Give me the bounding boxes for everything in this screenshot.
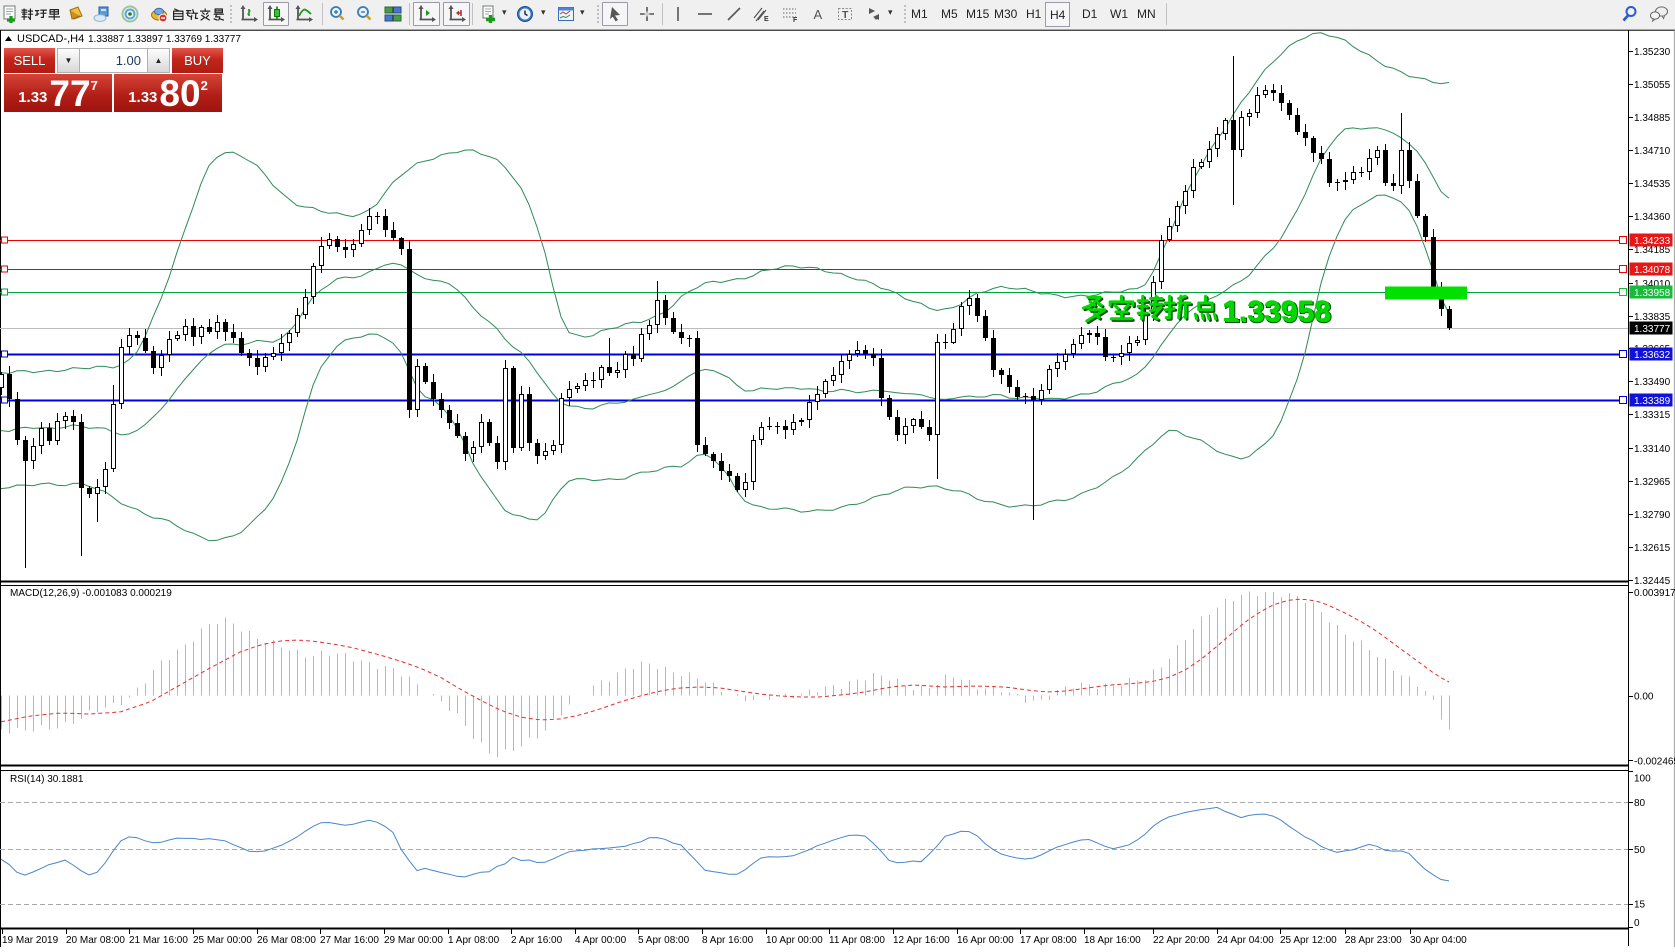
svg-text:15: 15 xyxy=(1634,900,1646,911)
svg-text:28 Apr 23:00: 28 Apr 23:00 xyxy=(1345,935,1402,946)
svg-text:50: 50 xyxy=(1634,845,1646,856)
svg-text:A: A xyxy=(814,7,823,22)
svg-text:27 Mar 16:00: 27 Mar 16:00 xyxy=(320,935,379,946)
svg-text:E: E xyxy=(764,16,769,23)
svg-text:25 Apr 12:00: 25 Apr 12:00 xyxy=(1280,935,1337,946)
svg-text:30 Apr 04:00: 30 Apr 04:00 xyxy=(1410,935,1467,946)
svg-text:1.32965: 1.32965 xyxy=(1634,477,1671,488)
svg-text:1.33958: 1.33958 xyxy=(1634,288,1671,299)
svg-text:RSI(14) 30.1881: RSI(14) 30.1881 xyxy=(10,774,84,785)
svg-text:4 Apr 00:00: 4 Apr 00:00 xyxy=(575,935,627,946)
svg-text:80: 80 xyxy=(1634,798,1646,809)
svg-text:1.33315: 1.33315 xyxy=(1634,410,1671,421)
svg-text:1.33140: 1.33140 xyxy=(1634,444,1671,455)
svg-text:5 Apr 08:00: 5 Apr 08:00 xyxy=(638,935,690,946)
svg-text:1.33887 1.33897 1.33769 1.3377: 1.33887 1.33897 1.33769 1.33777 xyxy=(88,34,241,45)
svg-text:0.00: 0.00 xyxy=(1634,692,1654,703)
svg-text:1.34535: 1.34535 xyxy=(1634,179,1671,190)
svg-text:USDCAD-,H4: USDCAD-,H4 xyxy=(17,33,84,45)
svg-text:26 Mar 08:00: 26 Mar 08:00 xyxy=(257,935,316,946)
svg-text:1.32445: 1.32445 xyxy=(1634,576,1671,587)
svg-text:1.32615: 1.32615 xyxy=(1634,543,1671,554)
svg-text:1.35055: 1.35055 xyxy=(1634,80,1671,91)
svg-text:0.003917: 0.003917 xyxy=(1634,588,1675,599)
svg-text:18 Apr 16:00: 18 Apr 16:00 xyxy=(1084,935,1141,946)
svg-text:29 Mar 00:00: 29 Mar 00:00 xyxy=(384,935,443,946)
svg-text:1.33777: 1.33777 xyxy=(1634,324,1671,335)
svg-text:20 Mar 08:00: 20 Mar 08:00 xyxy=(66,935,125,946)
svg-text:100: 100 xyxy=(1634,773,1651,784)
svg-text:16 Apr 00:00: 16 Apr 00:00 xyxy=(957,935,1014,946)
svg-text:1.34185: 1.34185 xyxy=(1634,245,1671,256)
svg-text:1 Apr 08:00: 1 Apr 08:00 xyxy=(448,935,500,946)
svg-text:MACD(12,26,9) -0.001083 0.0002: MACD(12,26,9) -0.001083 0.000219 xyxy=(10,588,172,599)
svg-text:1.34885: 1.34885 xyxy=(1634,113,1671,124)
svg-text:10 Apr 00:00: 10 Apr 00:00 xyxy=(766,935,823,946)
svg-text:22 Apr 20:00: 22 Apr 20:00 xyxy=(1153,935,1210,946)
svg-text:1.34078: 1.34078 xyxy=(1634,265,1671,276)
svg-text:25 Mar 00:00: 25 Mar 00:00 xyxy=(193,935,252,946)
svg-text:24 Apr 04:00: 24 Apr 04:00 xyxy=(1217,935,1274,946)
svg-text:2 Apr 16:00: 2 Apr 16:00 xyxy=(511,935,563,946)
svg-text:T: T xyxy=(842,9,849,21)
svg-text:1.34010: 1.34010 xyxy=(1634,279,1671,290)
svg-text:17 Apr 08:00: 17 Apr 08:00 xyxy=(1020,935,1077,946)
svg-text:11 Apr 08:00: 11 Apr 08:00 xyxy=(829,935,885,946)
svg-text:1.32790: 1.32790 xyxy=(1634,510,1671,521)
svg-text:1.33389: 1.33389 xyxy=(1634,396,1671,407)
svg-text:1.33958: 1.33958 xyxy=(1224,297,1332,330)
svg-text:1.33490: 1.33490 xyxy=(1634,377,1671,388)
svg-text:1.33958: 1.33958 xyxy=(1222,295,1330,328)
svg-text:1.33835: 1.33835 xyxy=(1634,312,1671,323)
svg-text:21 Mar 16:00: 21 Mar 16:00 xyxy=(129,935,188,946)
svg-text:12 Apr 16:00: 12 Apr 16:00 xyxy=(893,935,950,946)
svg-text:1.33632: 1.33632 xyxy=(1634,350,1671,361)
svg-text:19 Mar 2019: 19 Mar 2019 xyxy=(2,935,59,946)
svg-text:1.34233: 1.34233 xyxy=(1634,236,1671,247)
svg-text:1.34710: 1.34710 xyxy=(1634,146,1671,157)
svg-text:-0.002465: -0.002465 xyxy=(1634,757,1675,768)
svg-text:0: 0 xyxy=(1634,918,1640,929)
svg-text:8 Apr 16:00: 8 Apr 16:00 xyxy=(702,935,754,946)
svg-text:1.34360: 1.34360 xyxy=(1634,212,1671,223)
svg-text:1.35230: 1.35230 xyxy=(1634,47,1671,58)
svg-text:F: F xyxy=(793,17,798,23)
